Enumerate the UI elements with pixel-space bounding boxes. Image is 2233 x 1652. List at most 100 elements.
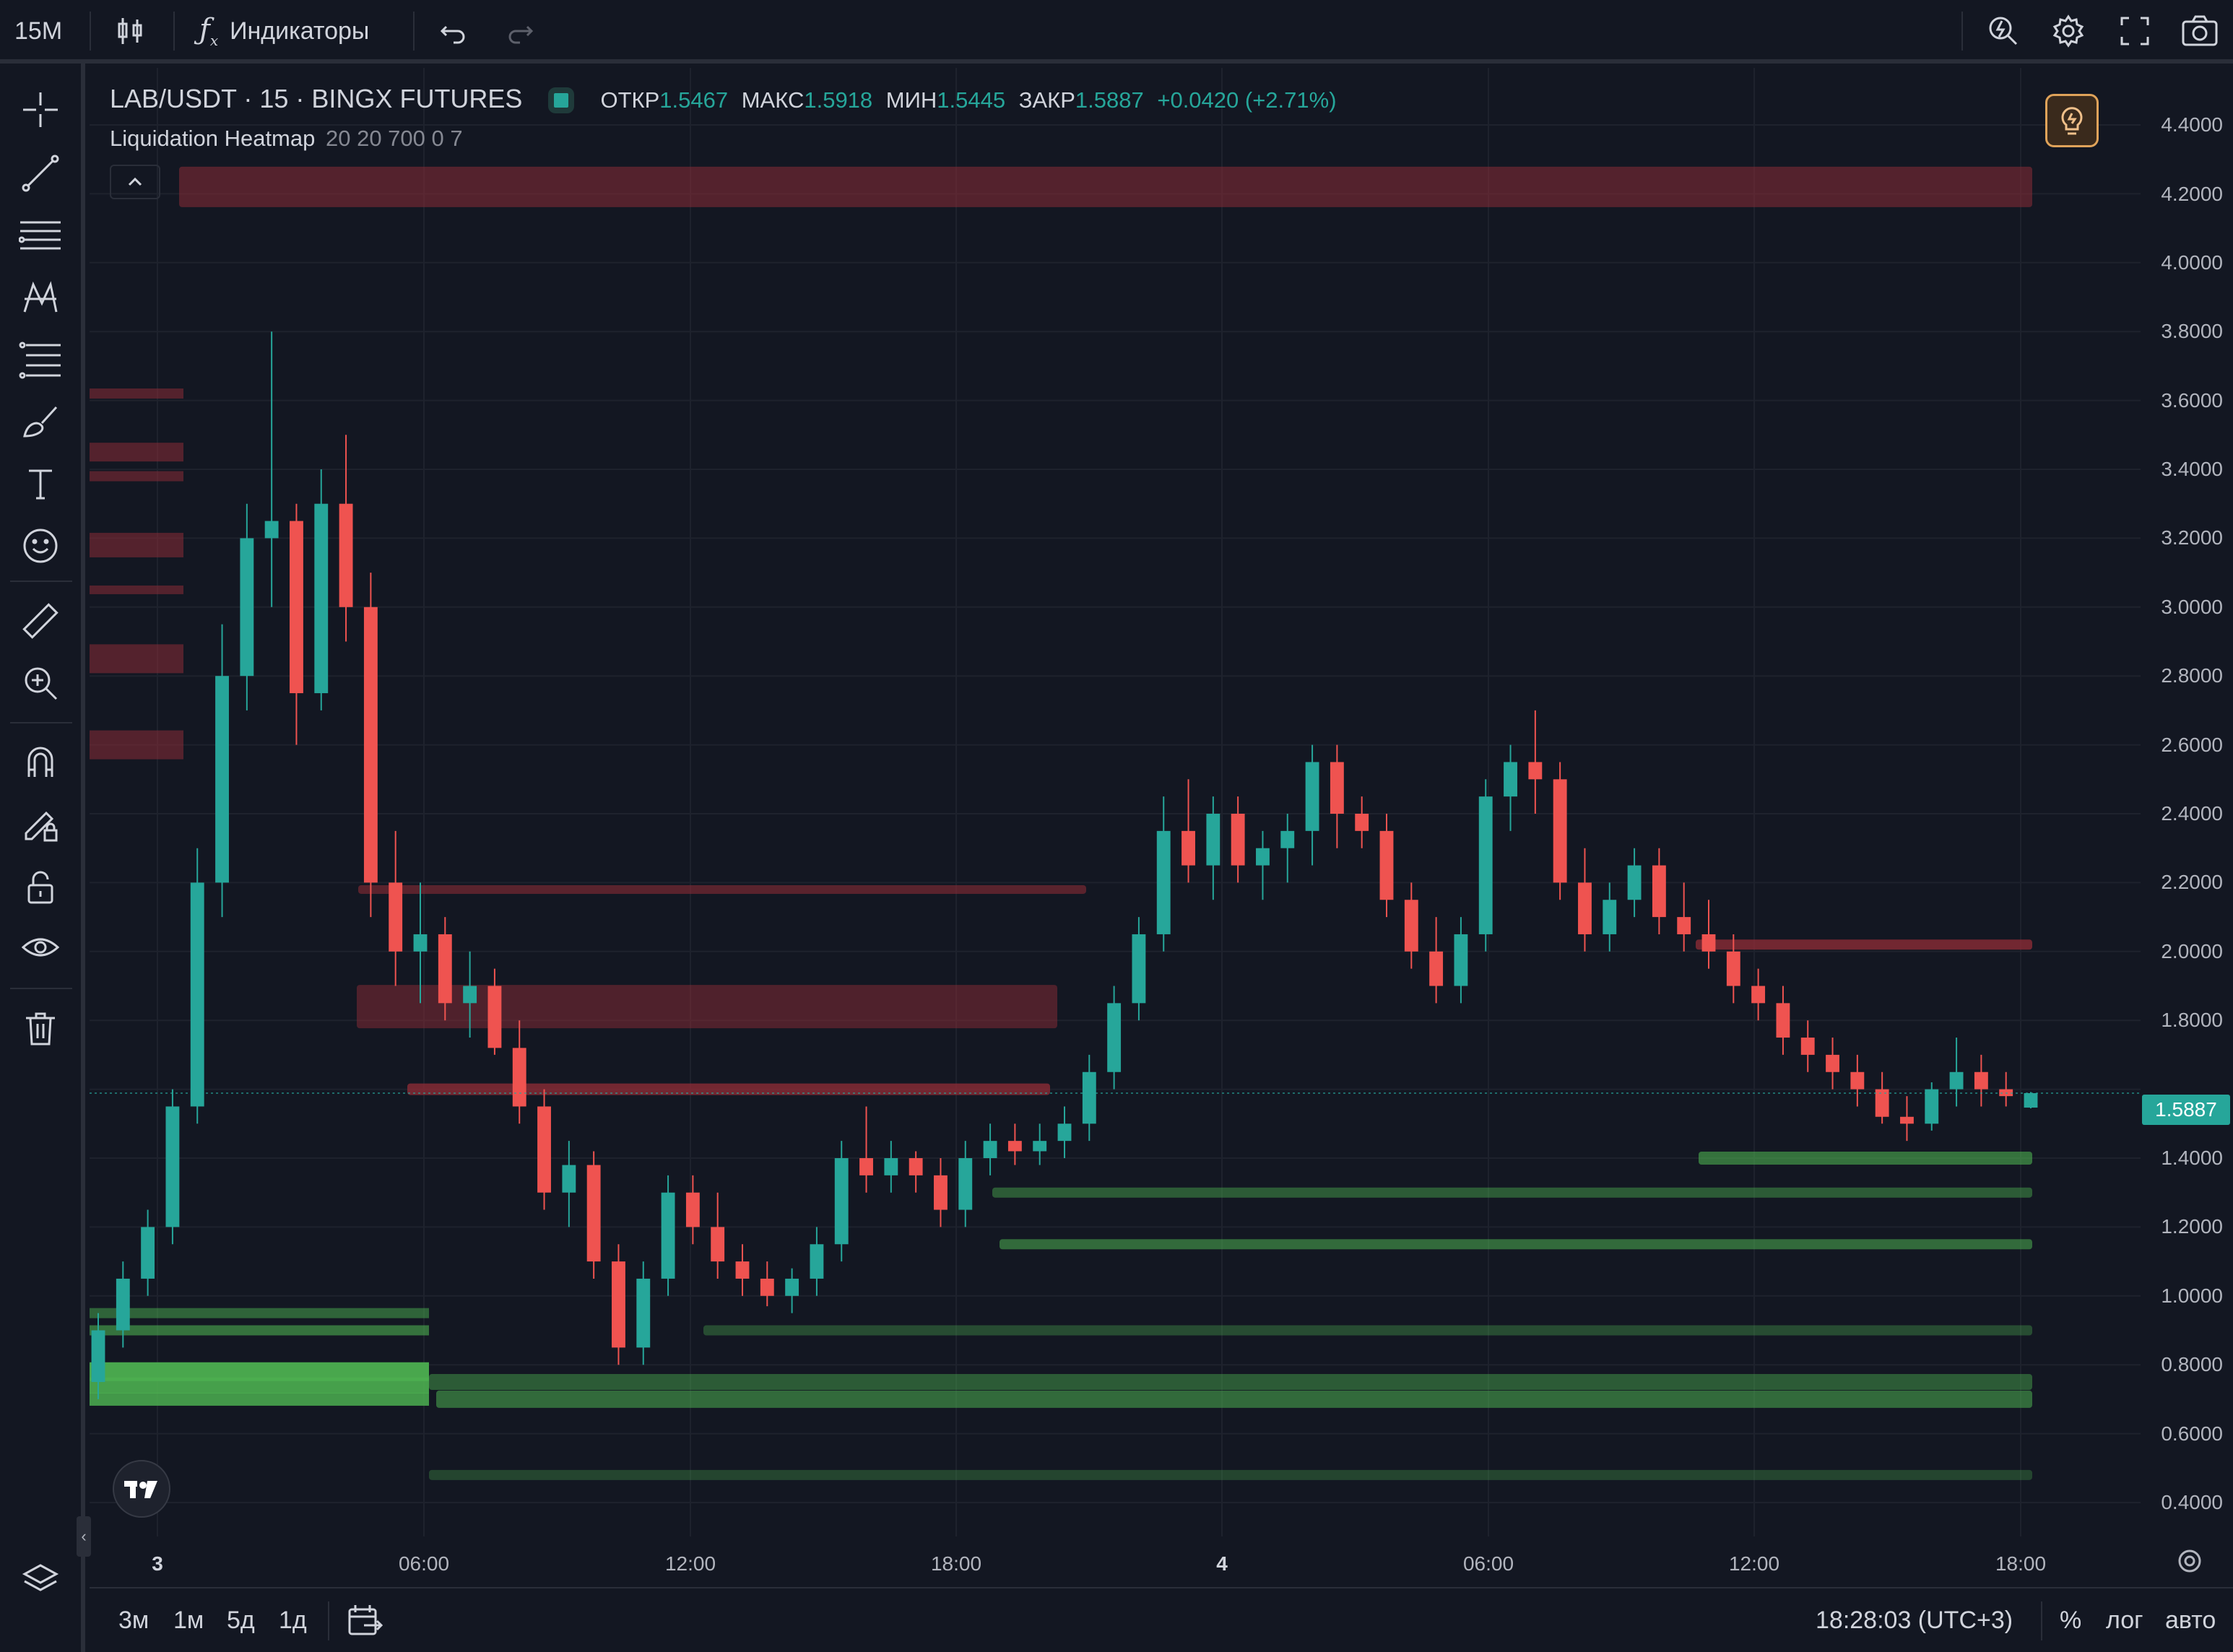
- crosshair-icon[interactable]: [13, 82, 68, 137]
- goto-date-icon[interactable]: [347, 1588, 383, 1652]
- time-tick: 12:00: [664, 1552, 716, 1575]
- symbol-title[interactable]: LAB/USDT · 15 · BINGX FUTURES: [110, 84, 523, 113]
- candle-body: [1033, 1141, 1047, 1152]
- time-tick: 4: [1216, 1552, 1228, 1575]
- indicator-name[interactable]: Liquidation Heatmap: [110, 126, 316, 151]
- candle-body: [1280, 830, 1295, 848]
- text-tool-icon[interactable]: [13, 456, 68, 511]
- magnet-icon[interactable]: [13, 735, 68, 790]
- time-axis[interactable]: 3 06:00 12:00 18:00 4 06:00 12:00 18:00: [90, 1536, 2141, 1587]
- range-1d-button[interactable]: 1д: [279, 1606, 307, 1634]
- candle-type-icon[interactable]: [116, 0, 144, 62]
- candle-body: [1082, 1071, 1096, 1124]
- heatmap-band: [1696, 939, 2032, 950]
- tools-divider: [10, 988, 72, 989]
- candle-body: [1156, 830, 1171, 934]
- candle-body: [711, 1227, 725, 1262]
- candle-body: [339, 503, 353, 607]
- candle-body: [834, 1158, 849, 1245]
- candle-body: [1478, 796, 1493, 934]
- candle-body: [215, 676, 229, 883]
- trend-line-icon[interactable]: [13, 146, 68, 201]
- candle-body: [1553, 779, 1567, 883]
- idea-bulb-icon[interactable]: [2045, 94, 2099, 147]
- price-tick: 0.4000: [2161, 1491, 2223, 1513]
- object-tree-icon[interactable]: [13, 1552, 68, 1607]
- price-tick: 3.8000: [2161, 320, 2223, 342]
- candle-body: [810, 1244, 824, 1279]
- pattern-tool-icon[interactable]: [13, 270, 68, 325]
- price-tick: 0.8000: [2161, 1353, 2223, 1375]
- camera-icon[interactable]: [2181, 0, 2219, 62]
- heatmap-band: [90, 585, 183, 594]
- heatmap-band: [90, 1325, 429, 1336]
- axis-settings-icon[interactable]: [2175, 1547, 2204, 1579]
- candle-body: [165, 1106, 180, 1227]
- range-5d-button[interactable]: 5д: [227, 1606, 255, 1634]
- log-scale-toggle[interactable]: лог: [2106, 1606, 2143, 1634]
- tools-divider: [10, 722, 72, 723]
- open-value: 1.5467: [659, 87, 729, 113]
- indicators-button[interactable]: ƒx Индикаторы: [199, 0, 369, 62]
- candle-body: [264, 521, 279, 539]
- emoji-icon[interactable]: [13, 518, 68, 573]
- quick-search-icon[interactable]: [1986, 0, 2021, 62]
- clock-timezone[interactable]: 18:28:03 (UTC+3): [1816, 1606, 2013, 1634]
- horizontal-lines-icon[interactable]: [13, 208, 68, 263]
- function-icon: ƒx: [199, 13, 219, 49]
- candle-body: [1454, 934, 1468, 986]
- fibonacci-icon[interactable]: [13, 332, 68, 387]
- candle-body: [1528, 762, 1543, 780]
- brush-icon[interactable]: [13, 394, 68, 449]
- candle-body: [562, 1165, 576, 1193]
- candle-body: [1627, 865, 1642, 900]
- candle-body: [636, 1278, 651, 1348]
- eye-icon[interactable]: [13, 921, 68, 976]
- heatmap-band: [429, 1469, 2032, 1480]
- candle-body: [1726, 951, 1740, 986]
- unlock-icon[interactable]: [13, 859, 68, 914]
- candle-body: [1701, 934, 1716, 952]
- collapse-legend-button[interactable]: [110, 165, 160, 199]
- percent-scale-toggle[interactable]: %: [2060, 1606, 2082, 1634]
- high-label: МАКС: [741, 87, 805, 113]
- candle-body: [1057, 1123, 1072, 1142]
- candle-body: [1330, 762, 1344, 814]
- candle-body: [1578, 882, 1592, 934]
- candle-body: [1231, 814, 1245, 866]
- zoom-in-icon[interactable]: [13, 656, 68, 710]
- range-1m-button[interactable]: 1м: [173, 1606, 204, 1634]
- range-3m-button[interactable]: 3м: [118, 1606, 149, 1634]
- trash-icon[interactable]: [13, 1001, 68, 1056]
- candle-body: [612, 1261, 625, 1348]
- chart-canvas[interactable]: [90, 68, 2141, 1536]
- redo-icon[interactable]: [506, 0, 534, 62]
- change-value: +0.0420 (+2.71%): [1157, 87, 1337, 113]
- liquidation-heatmap: [90, 166, 2032, 1480]
- collapse-toolbar-handle[interactable]: ‹: [77, 1516, 91, 1557]
- price-tick: 1.0000: [2161, 1284, 2223, 1307]
- heatmap-band: [992, 1187, 2032, 1198]
- fullscreen-icon[interactable]: [2119, 0, 2151, 62]
- price-axis[interactable]: 4.4000 4.2000 4.0000 3.8000 3.6000 3.400…: [2141, 68, 2233, 1536]
- candle-body: [760, 1278, 774, 1296]
- settings-icon[interactable]: [2051, 0, 2086, 62]
- tradingview-logo[interactable]: [113, 1460, 170, 1518]
- indicator-legend[interactable]: Liquidation Heatmap 20 20 700 0 7: [110, 126, 463, 152]
- interval-button[interactable]: 15M: [14, 17, 63, 45]
- candle-body: [661, 1192, 675, 1279]
- market-status-icon: [548, 87, 575, 114]
- ruler-icon[interactable]: [13, 594, 68, 648]
- heatmap-band: [90, 1392, 429, 1406]
- undo-icon[interactable]: [439, 0, 468, 62]
- candle-body: [1603, 900, 1617, 934]
- auto-scale-toggle[interactable]: авто: [2165, 1606, 2216, 1634]
- symbol-legend[interactable]: LAB/USDT · 15 · BINGX FUTURES ОТКР1.5467…: [110, 84, 1337, 114]
- lock-drawing-icon[interactable]: [13, 797, 68, 852]
- candle-body: [685, 1192, 700, 1227]
- price-tick: 3.6000: [2161, 389, 2223, 412]
- heatmap-band: [703, 1325, 2032, 1336]
- candle-body: [290, 521, 303, 694]
- heatmap-band: [90, 471, 183, 482]
- chart-pane[interactable]: LAB/USDT · 15 · BINGX FUTURES ОТКР1.5467…: [90, 68, 2141, 1536]
